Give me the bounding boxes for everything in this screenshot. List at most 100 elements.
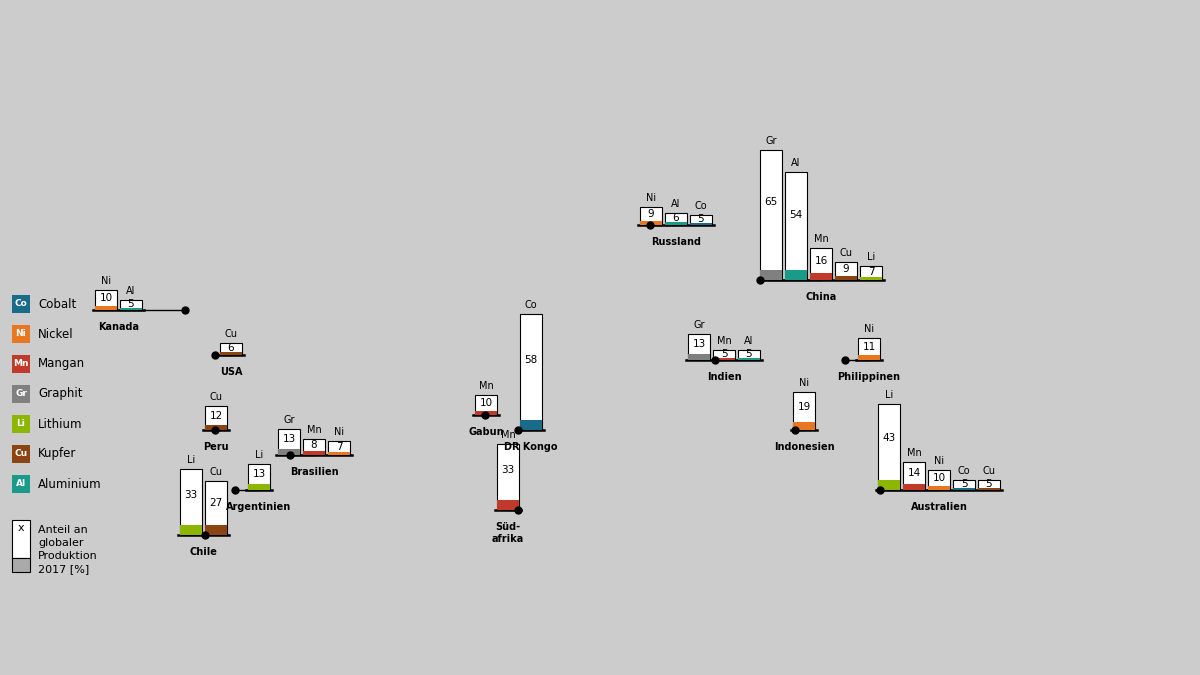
Text: Gr: Gr (16, 389, 26, 398)
Text: 19: 19 (797, 402, 811, 412)
Text: Ni: Ni (334, 427, 344, 437)
Text: 27: 27 (209, 497, 223, 508)
Text: Ni: Ni (101, 276, 112, 286)
Text: 6: 6 (673, 213, 679, 223)
Text: 7: 7 (336, 441, 342, 452)
Text: 5: 5 (961, 479, 967, 489)
Bar (12, 325, 30, 343)
Bar (835, 262, 857, 280)
Bar (978, 480, 1000, 490)
Text: 9: 9 (842, 264, 850, 274)
Bar (220, 343, 242, 355)
Text: 16: 16 (815, 256, 828, 266)
Bar (904, 484, 925, 490)
Text: Graphit: Graphit (38, 387, 83, 400)
Bar (180, 525, 202, 535)
Text: 6: 6 (228, 343, 234, 353)
Text: Anteil an: Anteil an (38, 525, 88, 535)
Text: 33: 33 (185, 491, 198, 500)
Text: Gr: Gr (766, 136, 776, 146)
Text: Chile: Chile (190, 547, 217, 557)
Text: 10: 10 (932, 473, 946, 483)
Bar (12, 520, 30, 558)
Text: 5: 5 (745, 349, 752, 359)
Bar (497, 444, 520, 510)
Text: Co: Co (695, 201, 707, 211)
Bar (738, 358, 760, 360)
Bar (12, 355, 30, 373)
Bar (978, 488, 1000, 490)
Bar (785, 172, 808, 280)
Text: 5: 5 (127, 299, 134, 309)
Bar (205, 406, 227, 430)
Bar (95, 306, 118, 310)
Text: Brasilien: Brasilien (289, 467, 338, 477)
Text: 5: 5 (985, 479, 992, 489)
Text: Indonesien: Indonesien (774, 442, 834, 452)
Text: x: x (18, 523, 24, 533)
Text: Cu: Cu (14, 450, 28, 458)
Text: Ni: Ni (864, 324, 874, 334)
Text: Cu: Cu (983, 466, 996, 476)
Bar (520, 420, 542, 430)
Text: 10: 10 (100, 293, 113, 303)
Bar (858, 355, 880, 360)
Text: Mn: Mn (13, 360, 29, 369)
Bar (205, 481, 227, 535)
Text: Co: Co (524, 300, 538, 310)
Text: 65: 65 (764, 197, 778, 207)
Text: Ni: Ni (799, 378, 809, 388)
Text: 54: 54 (790, 210, 803, 220)
Bar (878, 404, 900, 490)
Text: Li: Li (254, 450, 263, 460)
Bar (953, 480, 974, 490)
Text: Philippinen: Philippinen (838, 372, 900, 382)
Text: Mn: Mn (500, 430, 515, 440)
Bar (12, 295, 30, 313)
Bar (665, 213, 686, 225)
Bar (278, 429, 300, 455)
Text: Cu: Cu (210, 467, 222, 477)
Bar (302, 439, 325, 455)
Bar (497, 500, 520, 510)
Bar (12, 445, 30, 463)
Text: 14: 14 (907, 468, 920, 478)
Text: 9: 9 (648, 209, 654, 219)
Text: Süd-
afrika: Süd- afrika (492, 522, 524, 543)
Text: 12: 12 (209, 410, 223, 421)
Bar (205, 525, 227, 535)
Bar (688, 334, 710, 360)
Bar (12, 415, 30, 433)
Text: 10: 10 (480, 398, 492, 408)
Text: Cobalt: Cobalt (38, 298, 77, 310)
Text: Al: Al (16, 479, 26, 489)
Text: Mn: Mn (307, 425, 322, 435)
Bar (878, 480, 900, 490)
Bar (760, 150, 782, 280)
Text: Cu: Cu (840, 248, 852, 258)
Text: Cu: Cu (210, 392, 222, 402)
Text: 43: 43 (882, 433, 895, 443)
Text: Li: Li (884, 390, 893, 400)
Text: Nickel: Nickel (38, 327, 73, 340)
Bar (248, 464, 270, 490)
Text: Gr: Gr (283, 415, 295, 425)
Bar (248, 484, 270, 490)
Text: 8: 8 (311, 440, 317, 450)
Text: 11: 11 (863, 342, 876, 352)
Text: Kanada: Kanada (98, 322, 139, 332)
Bar (858, 338, 880, 360)
Bar (12, 558, 30, 572)
Bar (810, 248, 832, 280)
Text: 7: 7 (868, 267, 875, 277)
Bar (475, 395, 497, 415)
Bar (904, 462, 925, 490)
Text: 58: 58 (524, 356, 538, 365)
Bar (328, 452, 350, 455)
Bar (835, 276, 857, 280)
Text: Mn: Mn (907, 448, 922, 458)
Text: 5: 5 (721, 349, 727, 359)
Text: Peru: Peru (203, 442, 229, 452)
Text: Al: Al (126, 286, 136, 296)
Bar (793, 422, 815, 430)
